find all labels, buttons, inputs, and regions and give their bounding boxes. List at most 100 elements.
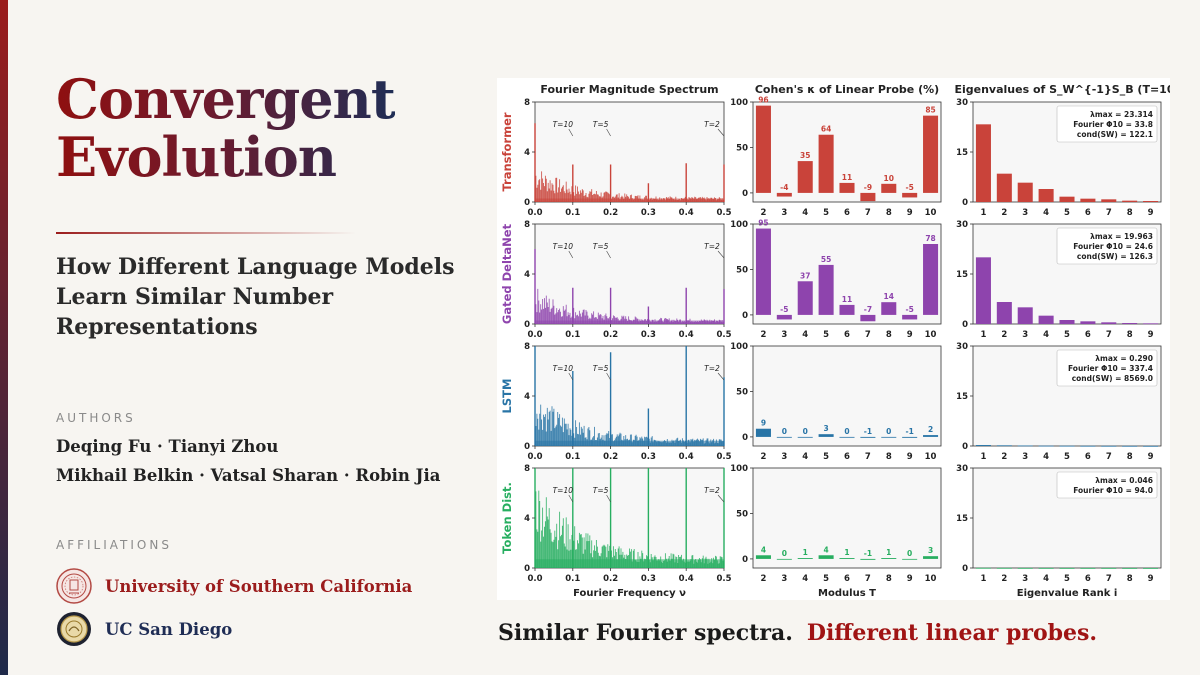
spectrum-marker-line (717, 250, 725, 259)
spectrum-marker-line (606, 372, 611, 381)
kappa-x-tick-label: 3 (781, 330, 787, 340)
kappa-data-label: 35 (800, 151, 810, 160)
row-label-transformer: Transformer (500, 112, 514, 191)
eigen-stats-line: λmax = 23.314 (1090, 110, 1153, 119)
spectrum-y-tick-label: 0 (524, 442, 530, 452)
eigen-bar (1101, 199, 1117, 202)
spectrum-marker-line (606, 128, 611, 137)
kappa-data-label: 0 (782, 427, 787, 436)
eigen-bar (1122, 323, 1138, 324)
eigen-y-tick-label: 30 (956, 220, 968, 230)
kappa-data-label: 3 (824, 424, 829, 433)
spectrum-x-tick-label: 0.1 (565, 208, 580, 218)
kappa-x-tick-label: 6 (844, 574, 850, 584)
ucsd-seal-icon (57, 612, 91, 646)
kappa-x-tick-label: 9 (907, 452, 913, 462)
x-label-kappa: Modulus T (818, 588, 876, 599)
eigen-bar (1080, 445, 1096, 447)
eigen-bar (1143, 568, 1159, 569)
spectrum-x-tick-label: 0.4 (679, 452, 694, 462)
kappa-data-label: 55 (821, 255, 831, 264)
eigen-bar (1038, 445, 1054, 447)
spectrum-x-tick-label: 0.1 (565, 574, 580, 584)
kappa-x-tick-label: 9 (907, 208, 913, 218)
affiliations-label: AFFILIATIONS (56, 538, 172, 552)
row-label-gated-deltanet: Gated DeltaNet (500, 223, 514, 324)
eigen-bar (1080, 321, 1096, 324)
eigen-y-tick-label: 0 (962, 564, 968, 574)
spectrum-marker-line (606, 250, 611, 259)
eigen-x-tick-label: 7 (1106, 330, 1112, 340)
kappa-x-tick-label: 5 (823, 208, 829, 218)
spectrum-marker-line (568, 128, 574, 137)
kappa-x-tick-label: 6 (844, 452, 850, 462)
eigen-x-tick-label: 8 (1127, 452, 1133, 462)
authors-label: AUTHORS (56, 411, 136, 425)
kappa-bar (776, 558, 792, 560)
spectrum-marker-label: T=10 (553, 364, 574, 373)
kappa-bar (818, 434, 834, 437)
kappa-y-tick-label: 100 (730, 98, 748, 108)
kappa-data-label: 1 (886, 548, 891, 557)
eigen-y-tick-label: 30 (956, 342, 968, 352)
kappa-bar (860, 436, 876, 438)
spectrum-x-tick-label: 0.4 (679, 208, 694, 218)
kappa-bar (860, 192, 876, 202)
eigen-y-tick-label: 0 (962, 198, 968, 208)
kappa-data-label: 4 (824, 545, 829, 554)
eigen-bar (975, 567, 991, 569)
spectrum-x-tick-label: 0.2 (603, 330, 618, 340)
spectrum-y-tick-label: 4 (524, 392, 530, 402)
eigen-x-tick-label: 9 (1148, 452, 1154, 462)
eigen-bar (1080, 567, 1096, 569)
kappa-data-label: -5 (780, 305, 788, 314)
spectrum-y-tick-label: 4 (524, 514, 530, 524)
kappa-data-label: 0 (907, 549, 912, 558)
spectrum-marker-label: T=5 (593, 486, 609, 495)
kappa-y-tick-label: 50 (736, 265, 748, 275)
eigen-bar (1038, 189, 1054, 202)
kappa-bar (818, 264, 834, 315)
kappa-data-label: -7 (864, 305, 872, 314)
spectrum-marker-label: T=2 (704, 242, 720, 251)
spectrum-x-tick-label: 0.5 (716, 330, 731, 340)
kappa-bar (881, 302, 897, 315)
spectrum-marker-label: T=10 (553, 242, 574, 251)
kappa-data-label: 4 (761, 545, 766, 554)
kappa-y-tick-label: 0 (742, 433, 748, 443)
kappa-data-label: -1 (864, 427, 872, 436)
kappa-x-tick-label: 10 (925, 452, 937, 462)
kappa-bar (902, 436, 918, 438)
eigen-x-tick-label: 5 (1064, 330, 1070, 340)
spectrum-axes-frame (534, 345, 725, 447)
kappa-y-tick-label: 0 (742, 555, 748, 565)
eigen-x-tick-label: 8 (1127, 330, 1133, 340)
kappa-x-tick-label: 7 (865, 574, 871, 584)
kappa-x-tick-label: 7 (865, 452, 871, 462)
affiliation-name-usc: University of Southern California (105, 576, 413, 596)
eigen-y-tick-label: 0 (962, 320, 968, 330)
eigen-stats-box (1056, 227, 1158, 265)
eigen-y-tick-label: 30 (956, 464, 968, 474)
spectrum-y-tick-label: 4 (524, 148, 530, 158)
kappa-y-tick-label: 50 (736, 387, 748, 397)
kappa-bar (797, 436, 813, 438)
spectrum-marker-line (717, 494, 725, 503)
eigen-stats-box (1056, 349, 1158, 387)
eigen-bar (1101, 445, 1117, 447)
spectrum-marker-label: T=2 (704, 486, 720, 495)
eigen-y-tick-label: 0 (962, 442, 968, 452)
eigen-bar (1143, 323, 1159, 325)
caption-part-1: Similar Fourier spectra. (498, 620, 793, 646)
eigen-bar (1017, 307, 1033, 324)
kappa-data-label: 9 (761, 419, 766, 428)
kappa-bar (923, 244, 939, 315)
kappa-data-label: 78 (925, 234, 935, 243)
kappa-data-label: 11 (842, 173, 852, 182)
kappa-data-label: -5 (905, 305, 913, 314)
kappa-x-tick-label: 8 (886, 452, 892, 462)
eigen-stats-line: λmax = 0.046 (1095, 476, 1153, 485)
eigen-x-tick-label: 5 (1064, 574, 1070, 584)
kappa-data-label: 1 (803, 548, 808, 557)
kappa-bar (839, 558, 855, 559)
